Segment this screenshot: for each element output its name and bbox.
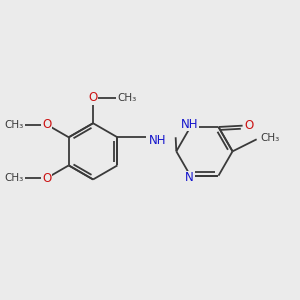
Text: N: N — [185, 171, 194, 184]
Text: O: O — [42, 118, 51, 131]
Text: NH: NH — [149, 134, 166, 147]
Text: NH: NH — [181, 118, 199, 131]
Text: CH₃: CH₃ — [118, 93, 137, 103]
Text: CH₃: CH₃ — [261, 133, 280, 143]
Text: O: O — [88, 91, 98, 104]
Text: O: O — [42, 172, 51, 184]
Text: O: O — [245, 119, 254, 132]
Text: CH₃: CH₃ — [4, 120, 23, 130]
Text: CH₃: CH₃ — [4, 173, 23, 183]
